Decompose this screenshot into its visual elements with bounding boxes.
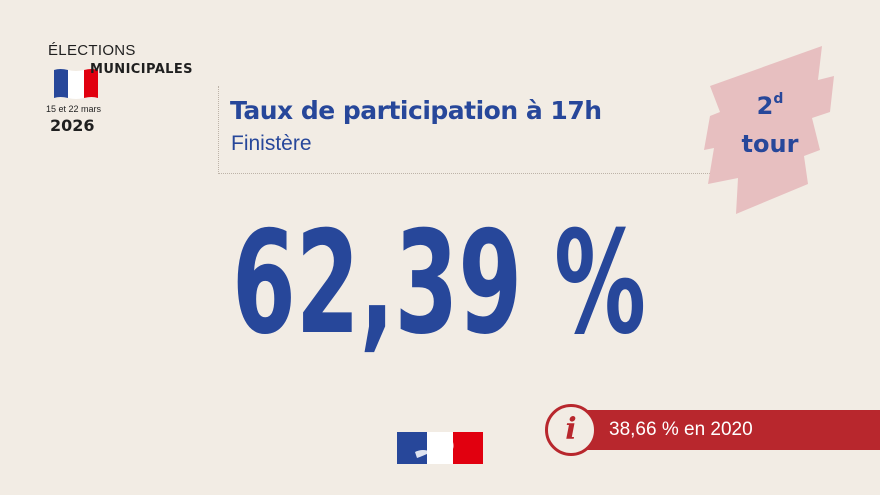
page-title: Taux de participation à 17h xyxy=(230,96,602,125)
participation-rate: 62,39 % xyxy=(232,206,646,356)
round-number-digit: 2 xyxy=(756,92,774,120)
info-glyph: i xyxy=(565,412,577,447)
participation-rate-value: 62,39 % xyxy=(232,206,646,356)
elections-logo: ÉLECTIONS MUNICIPALES 15 et 22 mars 2026 xyxy=(44,42,214,142)
badge-ribbon-shape xyxy=(704,46,834,214)
french-flag-icon xyxy=(54,69,98,99)
logo-year: 2026 xyxy=(50,116,95,135)
round-word: tour xyxy=(741,130,799,158)
previous-result-banner: 38,66 % en 2020 xyxy=(585,410,880,450)
previous-result-text: 38,66 % en 2020 xyxy=(609,419,753,440)
header-frame xyxy=(218,86,710,174)
logo-dates: 15 et 22 mars xyxy=(46,104,102,114)
round-number: 2d xyxy=(700,91,840,120)
page-subtitle: Finistère xyxy=(231,132,312,155)
logo-municipales-label: MUNICIPALES xyxy=(90,62,193,77)
round-badge: 2d tour xyxy=(700,46,840,218)
logo-elections-label: ÉLECTIONS xyxy=(48,42,136,59)
info-icon: i xyxy=(545,404,597,456)
marianne-logo xyxy=(397,432,483,464)
round-number-suffix: d xyxy=(773,91,784,107)
